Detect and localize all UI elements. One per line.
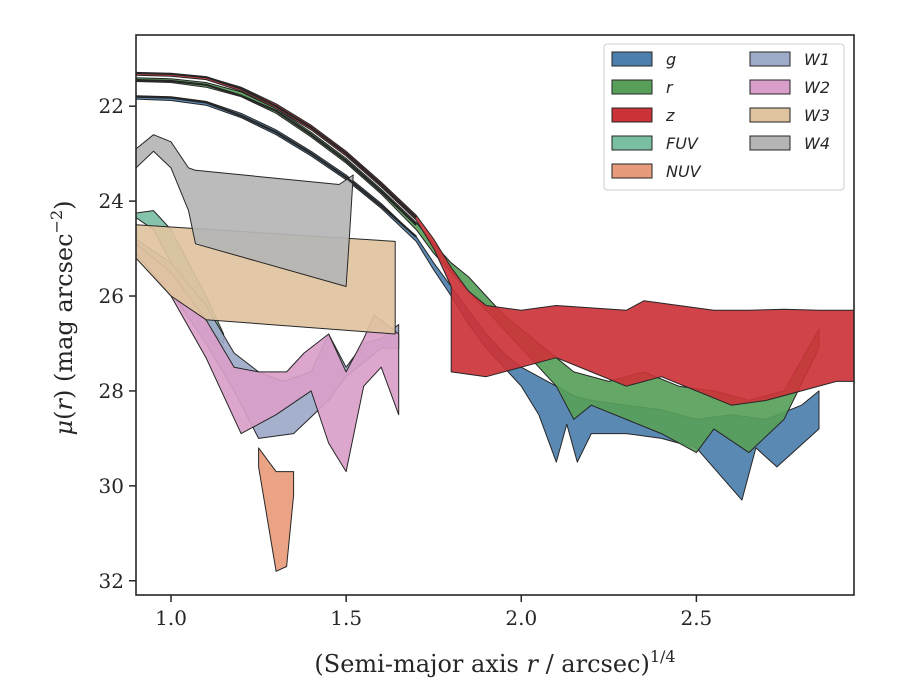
y-tick-label: 30: [99, 474, 124, 498]
y-tick-label: 32: [99, 569, 124, 593]
legend-swatch-w2: [749, 79, 791, 95]
legend-swatch-w4: [749, 135, 791, 151]
x-tick-label: 2.5: [680, 606, 712, 630]
legend-swatch-w3: [749, 107, 791, 123]
legend: grz FUV NUV W1 W2 W3 W4: [603, 43, 845, 191]
model-curves: [136, 71, 417, 238]
x-axis: 1.0 1.5 2.0 2.5: [155, 595, 712, 630]
plot-frame: [135, 34, 855, 596]
legend-label-w1: W1: [804, 50, 830, 69]
band-z: [136, 72, 854, 406]
legend-label-w4: W4: [804, 134, 830, 153]
x-tick-label: 2.0: [505, 606, 537, 630]
legend-swatch-nuv: [611, 163, 653, 179]
y-axis-label: μ(r) (mag arcsec−2): [47, 200, 78, 435]
band-w2: [136, 243, 400, 473]
legend-label-g: g: [666, 50, 676, 69]
y-tick-label: 22: [99, 94, 124, 118]
curve-r: [136, 79, 417, 226]
legend-swatch-g: [611, 51, 653, 67]
band-w4: [136, 134, 354, 287]
band-g: [136, 95, 820, 501]
legend-label-w3: W3: [804, 106, 830, 125]
legend-swatch-fuv: [611, 135, 653, 151]
plot-area: [136, 72, 854, 572]
y-axis: 22 24 26 28 30 32: [99, 94, 136, 593]
x-axis-label: (Semi-major axis r / arcsec)1/4: [314, 647, 675, 678]
legend-label-w2: W2: [804, 78, 830, 97]
legend-label-fuv: FUV: [666, 134, 699, 153]
legend-swatch-w1: [749, 51, 791, 67]
legend-label-r: r: [666, 78, 674, 97]
legend-label-z: z: [665, 106, 675, 125]
y-tick-label: 26: [99, 284, 124, 308]
x-tick-label: 1.0: [155, 606, 187, 630]
legend-swatch-z: [611, 107, 653, 123]
curve-z: [136, 71, 417, 219]
band-nuv: [258, 447, 295, 572]
x-tick-label: 1.5: [330, 606, 362, 630]
y-tick-label: 24: [99, 189, 124, 213]
y-tick-label: 28: [99, 379, 124, 403]
legend-swatch-r: [611, 79, 653, 95]
curve-g: [136, 95, 417, 238]
legend-label-nuv: NUV: [666, 162, 702, 181]
